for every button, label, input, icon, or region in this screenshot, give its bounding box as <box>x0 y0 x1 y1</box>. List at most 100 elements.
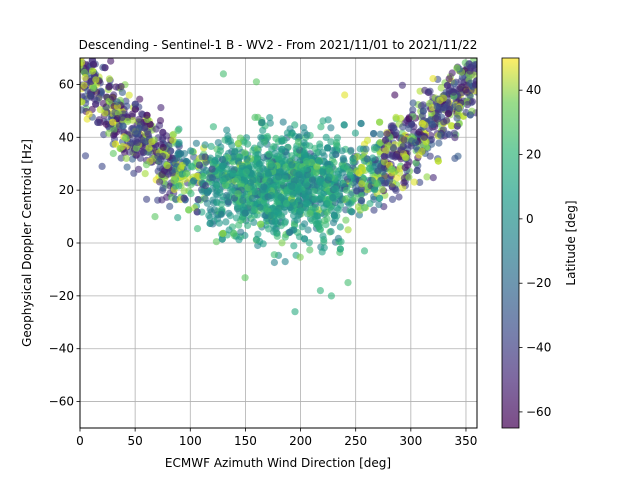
scatter-point <box>311 196 319 204</box>
scatter-point <box>388 195 397 203</box>
colorbar-tick-label: 20 <box>526 148 541 162</box>
scatter-point <box>238 162 247 170</box>
scatter-point <box>226 212 234 220</box>
scatter-point <box>443 81 451 90</box>
scatter-point <box>217 210 225 219</box>
scatter-point <box>325 173 333 181</box>
y-tick-label: −40 <box>49 342 74 356</box>
scatter-point <box>139 148 148 156</box>
scatter-point <box>339 156 347 164</box>
scatter-point <box>303 171 311 179</box>
scatter-point <box>388 165 396 173</box>
x-axis-ticks: 0 50 100 150 200 250 300 350 <box>76 428 477 448</box>
scatter-point-outlier <box>98 162 106 170</box>
scatter-point <box>132 144 140 152</box>
scatter-point <box>122 134 130 142</box>
scatter-point <box>279 118 287 126</box>
scatter-point <box>85 110 93 118</box>
scatter-point <box>327 124 335 132</box>
scatter-point <box>288 161 296 169</box>
scatter-point <box>88 67 97 75</box>
scatter-point <box>402 154 410 162</box>
scatter-point <box>374 167 382 175</box>
scatter-point <box>272 134 280 142</box>
scatter-point <box>212 238 220 246</box>
scatter-point <box>347 146 355 154</box>
scatter-point <box>370 206 378 214</box>
y-tick-label: 0 <box>66 236 74 250</box>
y-axis-label: Geophysical Doppler Centroid [Hz] <box>20 139 34 347</box>
scatter-point <box>376 118 384 126</box>
scatter-point <box>241 209 249 217</box>
scatter-point <box>419 107 427 115</box>
scatter-point <box>329 194 337 202</box>
colorbar-tick-label: 0 <box>526 212 534 226</box>
scatter-point <box>376 130 384 138</box>
scatter-point <box>234 175 242 183</box>
scatter-point <box>306 210 314 218</box>
scatter-point-outlier <box>360 247 369 255</box>
scatter-point <box>95 94 103 102</box>
scatter-point <box>205 211 213 220</box>
scatter-point <box>317 178 325 186</box>
scatter-point <box>107 58 115 65</box>
scatter-point <box>177 164 185 172</box>
scatter-point <box>123 102 131 110</box>
scatter-point <box>378 185 386 193</box>
colorbar-frame <box>501 57 520 429</box>
scatter-point <box>426 87 434 95</box>
scatter-point <box>158 152 167 160</box>
scatter-point <box>278 239 286 247</box>
scatter-point <box>110 131 118 139</box>
scatter-point <box>171 195 179 203</box>
scatter-point <box>444 110 452 118</box>
scatter-point <box>302 180 310 188</box>
scatter-point <box>311 203 319 211</box>
scatter-point <box>442 116 451 124</box>
scatter-point <box>370 130 378 138</box>
scatter-point <box>218 162 227 170</box>
scatter-point <box>301 220 309 228</box>
scatter-point <box>234 157 242 165</box>
colorbar-label: Latitude [deg] <box>564 200 578 285</box>
scatter-point <box>118 113 126 121</box>
scatter-point <box>255 160 263 168</box>
scatter-point <box>180 187 188 195</box>
scatter-point <box>333 139 341 147</box>
scatter-point <box>187 147 195 155</box>
scatter-point <box>355 169 363 177</box>
scatter-point-outlier <box>219 70 227 78</box>
scatter-point <box>222 218 230 226</box>
scatter-point <box>110 126 118 134</box>
scatter-point <box>117 82 125 91</box>
scatter-point <box>242 168 250 176</box>
scatter-point <box>303 131 311 139</box>
scatter-point <box>373 179 381 187</box>
scatter-point <box>448 69 456 77</box>
colorbar-tick-label: −20 <box>526 276 551 290</box>
scatter-point <box>353 187 361 195</box>
scatter-point <box>366 164 374 172</box>
scatter-point <box>175 139 183 147</box>
scatter-point <box>436 131 445 139</box>
x-axis-label: ECMWF Azimuth Wind Direction [deg] <box>165 456 391 470</box>
scatter-point <box>295 171 303 179</box>
scatter-point-outlier <box>451 154 459 162</box>
scatter-point <box>244 221 252 230</box>
scatter-point <box>185 206 193 214</box>
scatter-point <box>315 223 323 231</box>
scatter-point <box>131 105 139 113</box>
scatter-point <box>409 99 417 107</box>
scatter-point <box>169 136 177 144</box>
scatter-point <box>80 81 88 89</box>
scatter-point <box>358 180 366 188</box>
scatter-point <box>369 154 377 162</box>
scatter-point <box>281 172 289 180</box>
scatter-point <box>448 122 456 130</box>
scatter-point <box>263 132 272 141</box>
scatter-point-outlier <box>316 287 324 295</box>
colorbar <box>502 58 519 428</box>
scatter-point <box>418 147 426 155</box>
scatter-point <box>453 114 461 122</box>
scatter-point <box>282 199 291 207</box>
